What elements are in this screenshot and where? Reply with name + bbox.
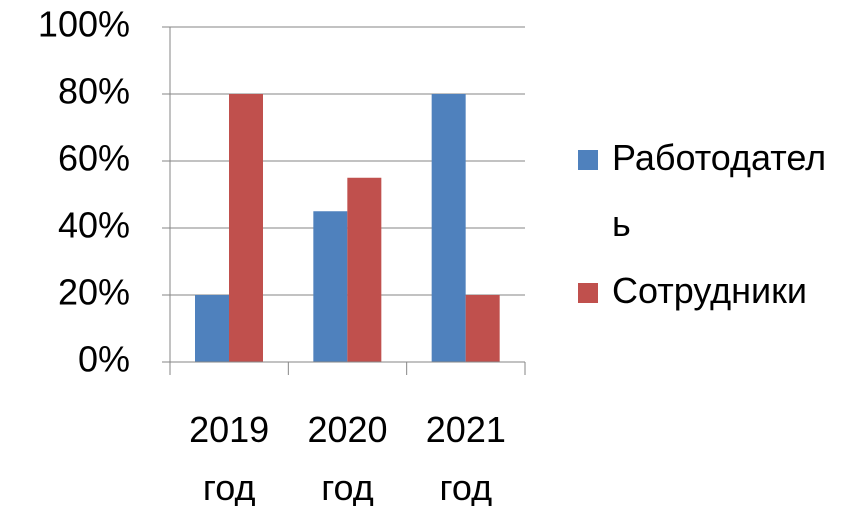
x-tick-label: 2019 год (189, 409, 269, 506)
bar (313, 211, 348, 362)
bar (431, 94, 466, 362)
bar (347, 177, 382, 362)
legend-label: Работодател ь (612, 137, 826, 244)
x-tick-label: 2021 год (426, 409, 506, 506)
legend-label: Сотрудники (612, 270, 807, 311)
bar (465, 295, 500, 362)
y-tick-label: 20% (58, 272, 130, 313)
y-tick-label: 0% (78, 339, 130, 380)
y-tick-label: 100% (38, 4, 130, 45)
bar (195, 295, 229, 362)
legend-swatch (578, 283, 598, 303)
y-tick-label: 40% (58, 205, 130, 246)
legend-swatch (578, 150, 598, 170)
y-tick-label: 60% (58, 138, 130, 179)
x-tick-label: 2020 год (307, 409, 387, 506)
bar (229, 94, 263, 362)
y-tick-label: 80% (58, 71, 130, 112)
